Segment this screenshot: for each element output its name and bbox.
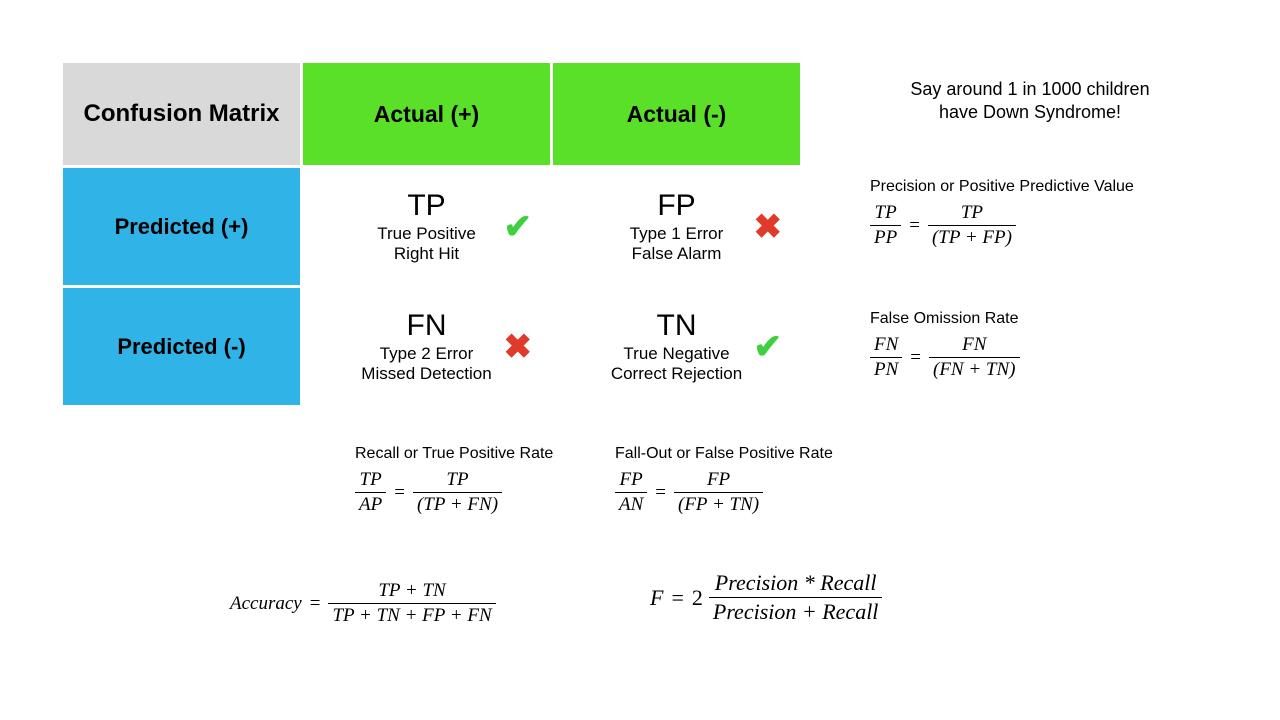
frac-num: TP [413, 469, 502, 493]
formula-eq: TPPP = TP(TP + FP) [870, 202, 1200, 249]
frac-den: TP + TN + FP + FN [328, 604, 495, 627]
check-icon: ✔ [754, 327, 783, 367]
row-header-label: Predicted (-) [117, 334, 245, 359]
formula-eq: FNPN = FN(FN + TN) [870, 334, 1200, 381]
cell-line2: Correct Rejection [553, 364, 800, 384]
check-icon: ✔ [504, 207, 533, 247]
frac-den: (TP + FP) [928, 226, 1016, 249]
cross-icon: ✖ [754, 207, 783, 247]
formula-coef: 2 [692, 585, 703, 611]
cell-line2: False Alarm [553, 244, 800, 264]
frac-den: Precision + Recall [709, 598, 883, 625]
note-line2: have Down Syndrome! [939, 102, 1121, 122]
confusion-matrix-table: Confusion Matrix Actual (+) Actual (-) P… [60, 60, 803, 408]
formula-title: Recall or True Positive Rate [355, 445, 635, 463]
equals-sign: = [392, 482, 407, 504]
equals-sign: = [669, 585, 685, 611]
cell-fn: FN Type 2 Error Missed Detection ✖ [302, 287, 552, 407]
equals-sign: = [907, 215, 922, 237]
formula-eq: TPAP = TP(TP + FN) [355, 469, 635, 516]
equals-sign: = [308, 593, 323, 615]
frac-den: (FP + TN) [674, 493, 763, 516]
frac-num: Precision * Recall [709, 570, 883, 598]
cell-line2: Missed Detection [303, 364, 550, 384]
formula-eq: Accuracy = TP + TNTP + TN + FP + FN [230, 580, 650, 627]
frac-den: (TP + FN) [413, 493, 502, 516]
matrix-title-cell: Confusion Matrix [62, 62, 302, 167]
frac-num: TP [870, 202, 901, 226]
frac-den: AP [355, 493, 386, 516]
frac-num: TP [355, 469, 386, 493]
formula-label: F [650, 585, 663, 611]
equals-sign: = [908, 347, 923, 369]
col-header-label: Actual (-) [627, 101, 727, 127]
equals-sign: = [653, 482, 668, 504]
frac-num: TP [928, 202, 1016, 226]
frac-den: (FN + TN) [929, 358, 1020, 381]
row-header-label: Predicted (+) [115, 214, 249, 239]
formula-title: False Omission Rate [870, 310, 1200, 328]
frac-num: FN [929, 334, 1020, 358]
formula-false-omission-rate: False Omission Rate FNPN = FN(FN + TN) [870, 310, 1200, 381]
formula-recall: Recall or True Positive Rate TPAP = TP(T… [355, 445, 635, 516]
cross-icon: ✖ [504, 327, 533, 367]
col-header-actual-neg: Actual (-) [552, 62, 802, 167]
frac-num: TP + TN [328, 580, 495, 604]
frac-den: AN [615, 493, 647, 516]
row-header-pred-pos: Predicted (+) [62, 167, 302, 287]
formula-fallout: Fall-Out or False Positive Rate FPAN = F… [615, 445, 915, 516]
formula-title: Fall-Out or False Positive Rate [615, 445, 915, 463]
formula-accuracy: Accuracy = TP + TNTP + TN + FP + FN [230, 580, 650, 627]
formula-title: Precision or Positive Predictive Value [870, 178, 1200, 196]
cell-tp: TP True Positive Right Hit ✔ [302, 167, 552, 287]
cell-line2: Right Hit [303, 244, 550, 264]
formula-precision: Precision or Positive Predictive Value T… [870, 178, 1200, 249]
frac-num: FP [615, 469, 647, 493]
cell-tn: TN True Negative Correct Rejection ✔ [552, 287, 802, 407]
note-text: Say around 1 in 1000 children have Down … [870, 78, 1190, 125]
frac-num: FN [870, 334, 902, 358]
cell-fp: FP Type 1 Error False Alarm ✖ [552, 167, 802, 287]
col-header-actual-pos: Actual (+) [302, 62, 552, 167]
formula-label: Accuracy [230, 593, 302, 615]
frac-den: PN [870, 358, 902, 381]
frac-num: FP [674, 469, 763, 493]
note-line1: Say around 1 in 1000 children [910, 79, 1149, 99]
formula-eq: FPAN = FP(FP + TN) [615, 469, 915, 516]
matrix-title: Confusion Matrix [84, 100, 280, 127]
frac-den: PP [870, 226, 901, 249]
formula-eq: F = 2 Precision * RecallPrecision + Reca… [650, 570, 1050, 625]
formula-fscore: F = 2 Precision * RecallPrecision + Reca… [650, 570, 1050, 625]
row-header-pred-neg: Predicted (-) [62, 287, 302, 407]
col-header-label: Actual (+) [374, 101, 479, 127]
